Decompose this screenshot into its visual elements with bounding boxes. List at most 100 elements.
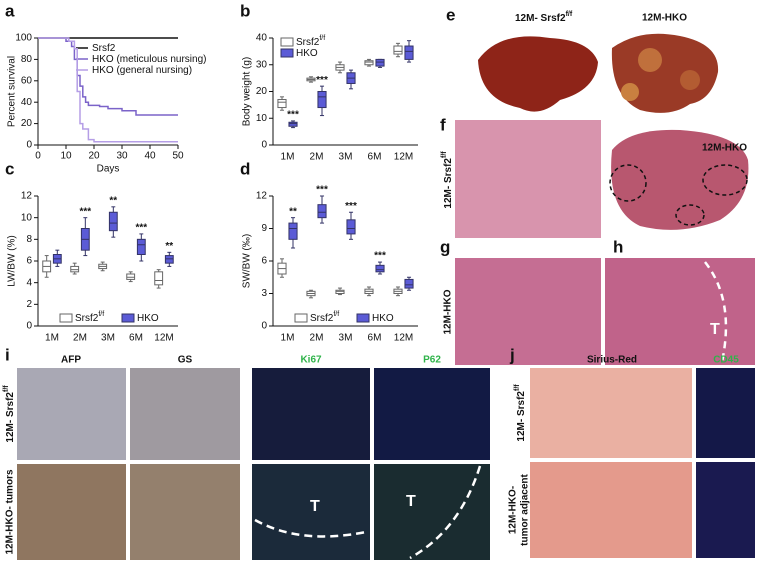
- significance: ***: [316, 75, 328, 86]
- column-header: CD45: [713, 355, 739, 366]
- x-tick-label: 3M: [101, 333, 115, 344]
- tumor-label: T: [406, 493, 416, 510]
- x-tick-label: 2M: [310, 333, 324, 344]
- legend-name: HKO: [296, 48, 318, 59]
- y-tick-label: 20: [256, 86, 268, 97]
- significance: ***: [316, 185, 328, 196]
- x-tick-label: 12M: [154, 333, 173, 344]
- x-tick-label: 50: [172, 151, 184, 162]
- legend-name: Srsf2: [92, 43, 116, 54]
- histology-image: [609, 129, 749, 230]
- label-sup: f/f: [3, 385, 10, 392]
- box: [108, 211, 118, 232]
- staining-images: [530, 368, 755, 558]
- column-header: AFP: [61, 355, 81, 366]
- panel-letter: a: [5, 1, 15, 20]
- staining-images: [17, 368, 490, 560]
- y-tick-label: 8: [26, 234, 32, 245]
- row-label: 12M-HKO: [443, 289, 454, 334]
- row-label: 12M- Srsf2f/f: [3, 385, 15, 443]
- y-axis-label: Percent survival: [7, 56, 18, 127]
- legend-sup: f/f: [98, 311, 104, 318]
- label: 12M- Srsf2: [443, 158, 454, 209]
- y-tick-label: 0: [26, 321, 32, 332]
- legend-name: HKO: [372, 313, 394, 324]
- legend-name: HKO (general nursing): [92, 65, 192, 76]
- x-tick-label: 10: [60, 151, 72, 162]
- x-tick-label: 1M: [45, 333, 59, 344]
- box: [375, 58, 385, 67]
- label: 12M- Srsf2: [516, 391, 527, 442]
- x-tick-label: 6M: [368, 333, 382, 344]
- x-tick-label: 40: [144, 151, 156, 162]
- legend-label: Srsf2f/f: [310, 311, 339, 323]
- panel-letter: j: [509, 345, 515, 364]
- tumor-label: T: [310, 498, 320, 515]
- y-tick-label: 0: [26, 140, 32, 151]
- legend-sup: f/f: [319, 35, 325, 42]
- significance: ***: [135, 223, 147, 234]
- x-tick-label: 1M: [281, 333, 295, 344]
- legend-label: Srsf2: [92, 43, 116, 54]
- significance: ***: [374, 251, 386, 262]
- legend-swatch: [59, 313, 73, 323]
- label: 12M- Srsf2: [515, 13, 566, 24]
- box: [404, 278, 414, 289]
- panel-letter: e: [446, 5, 455, 24]
- histology-image: [455, 258, 601, 365]
- significance: **: [109, 195, 117, 206]
- legend-swatch: [356, 313, 370, 323]
- y-tick-label: 3: [261, 288, 267, 299]
- tumor-border: [704, 261, 728, 363]
- box: [317, 91, 327, 109]
- significance: **: [289, 206, 297, 217]
- histology-image: [605, 258, 755, 365]
- x-tick-label: 1M: [281, 152, 295, 163]
- legend-swatch: [294, 313, 308, 323]
- box: [364, 60, 374, 66]
- y-tick-label: 20: [21, 118, 33, 129]
- box: [335, 289, 345, 294]
- box: [154, 271, 164, 286]
- significance: **: [165, 241, 173, 252]
- significance: ***: [345, 201, 357, 212]
- y-axis-label: SW/BW (‰): [242, 234, 253, 288]
- panel-letter: d: [240, 159, 250, 178]
- x-tick-label: 3M: [339, 152, 353, 163]
- panel-letter: i: [5, 345, 10, 364]
- panel-header: 12M-HKO: [702, 143, 747, 154]
- label-sup: f/f: [441, 151, 448, 158]
- x-tick-label: 6M: [368, 152, 382, 163]
- legend-swatch: [121, 313, 135, 323]
- y-tick-label: 10: [21, 212, 33, 223]
- box: [346, 219, 356, 235]
- panel-letter: f: [440, 115, 446, 134]
- panel-letter: b: [240, 1, 250, 20]
- row-label: 12M-HKO- tumors: [5, 469, 16, 554]
- significance: ***: [79, 206, 91, 217]
- panel-letter: g: [440, 237, 450, 256]
- y-tick-label: 0: [261, 140, 267, 151]
- legend-label: Srsf2f/f: [75, 311, 104, 323]
- x-tick-label: 6M: [129, 333, 143, 344]
- column-header: GS: [178, 355, 193, 366]
- y-tick-label: 80: [21, 54, 33, 65]
- legend-name: Srsf2: [310, 313, 334, 324]
- box: [288, 121, 298, 127]
- label: 12M- Srsf2: [5, 392, 16, 443]
- legend-name: HKO: [137, 313, 159, 324]
- significance: ***: [287, 110, 299, 121]
- tumor-label: T: [710, 321, 720, 338]
- row-label: 12M- Srsf2f/f: [514, 384, 526, 442]
- legend-label: HKO: [296, 48, 318, 59]
- y-tick-label: 0: [261, 321, 267, 332]
- histology-image: [455, 120, 601, 238]
- row-label: 12M-HKO-: [508, 486, 519, 534]
- survival-curve: [38, 37, 178, 116]
- y-tick-label: 6: [261, 256, 267, 267]
- y-axis-label: Body weight (g): [242, 57, 253, 126]
- legend-label: HKO (general nursing): [92, 65, 192, 76]
- label-sup: f/f: [514, 384, 521, 391]
- legend-swatch: [280, 48, 294, 58]
